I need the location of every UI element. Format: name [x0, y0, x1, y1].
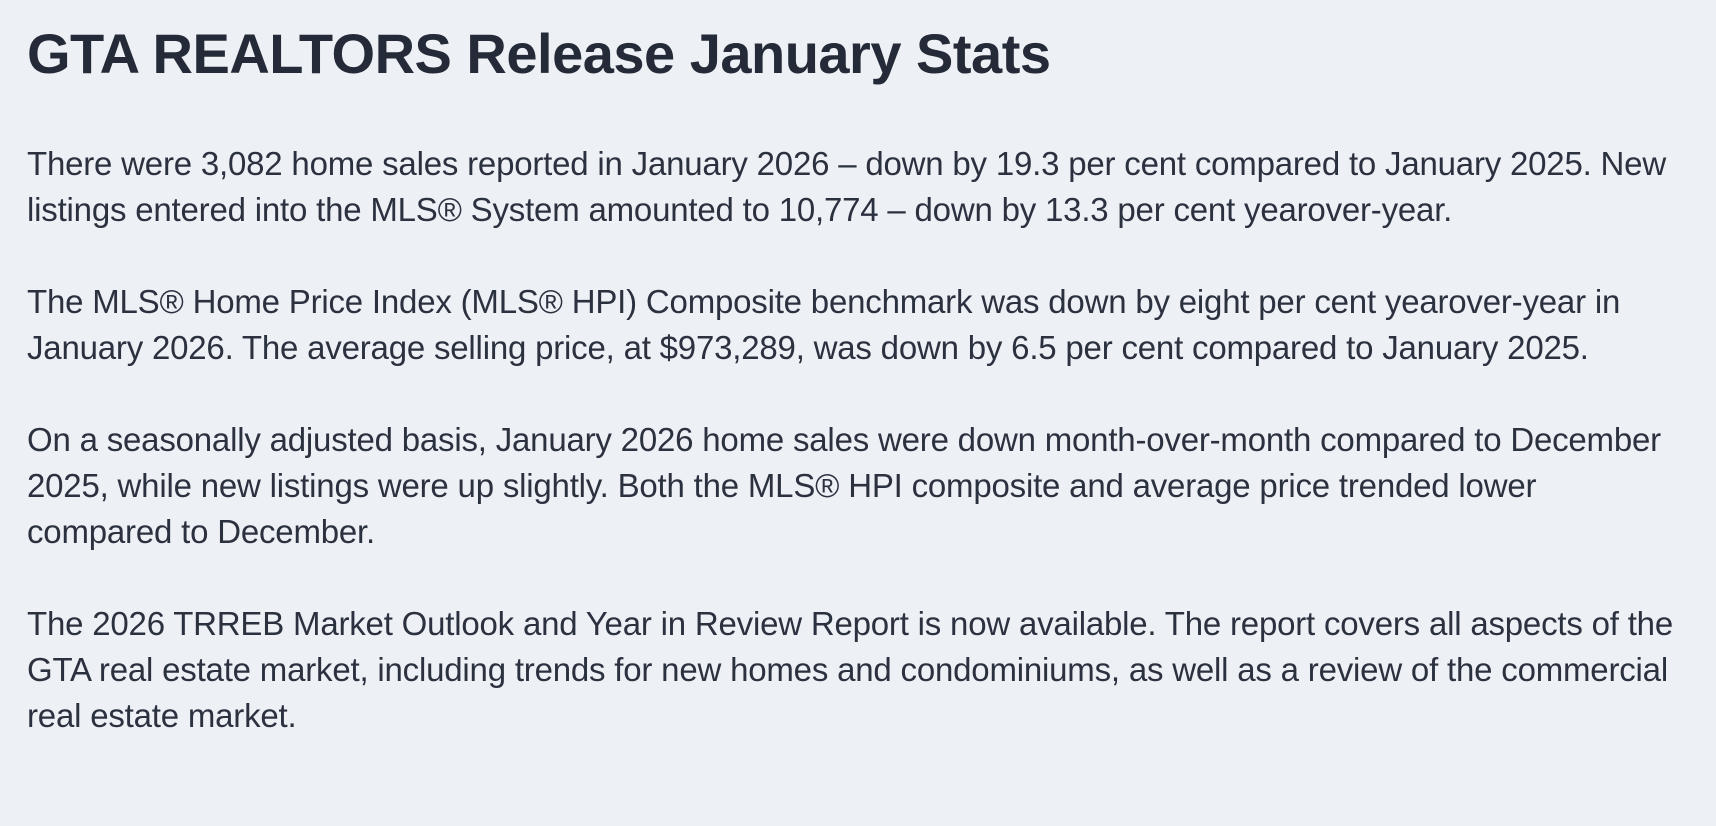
- paragraph-price-index: The MLS® Home Price Index (MLS® HPI) Com…: [27, 283, 1621, 366]
- paragraph-sales-summary: There were 3,082 home sales reported in …: [27, 145, 1666, 228]
- paragraph-market-outlook-report: The 2026 TRREB Market Outlook and Year i…: [27, 605, 1673, 734]
- page-title: GTA REALTORS Release January Stats: [27, 22, 1051, 85]
- press-release-article: GTA REALTORS Release January Stats There…: [27, 20, 1675, 739]
- paragraph-seasonal-adjustment: On a seasonally adjusted basis, January …: [27, 421, 1661, 550]
